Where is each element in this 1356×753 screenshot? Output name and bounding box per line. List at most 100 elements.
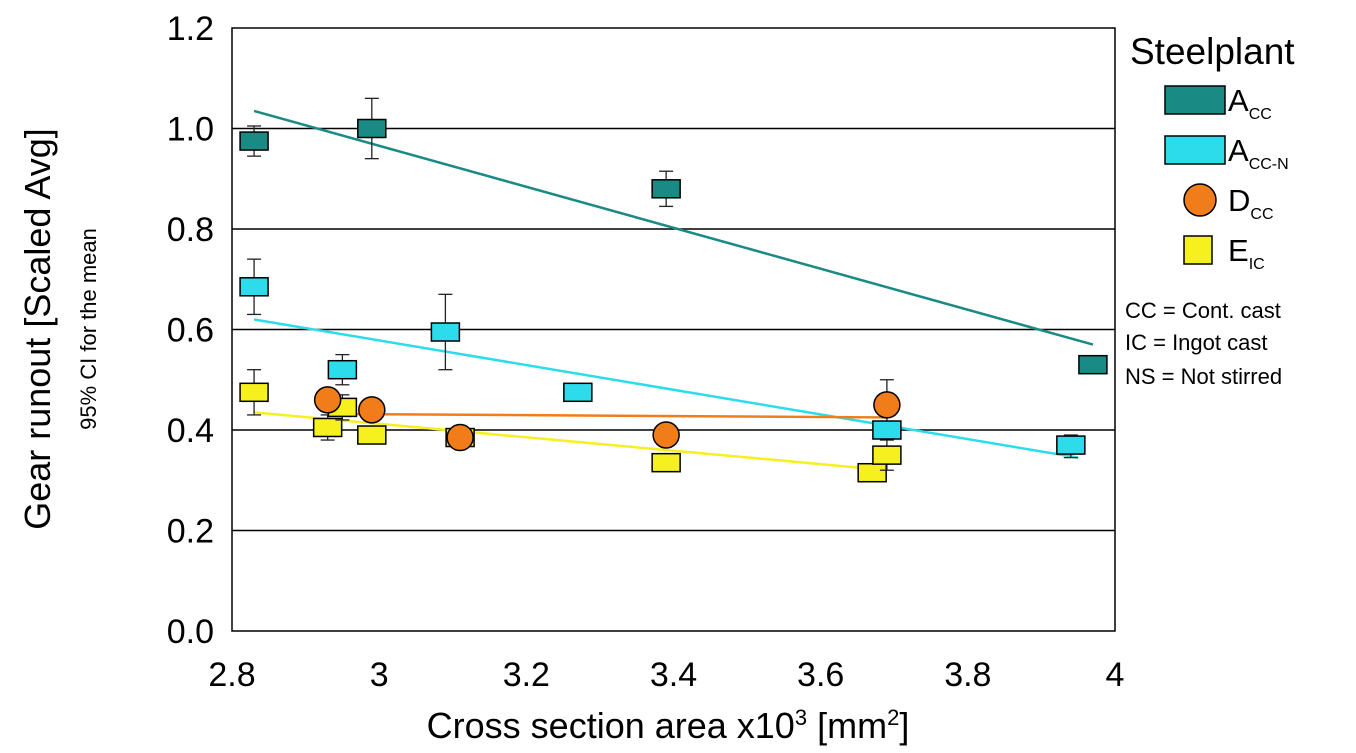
point-marker-square bbox=[651, 179, 681, 199]
legend-marker-square bbox=[1183, 235, 1213, 265]
y-tick-label: 0.6 bbox=[167, 312, 214, 350]
y-tick-label: 1.2 bbox=[167, 10, 214, 48]
data-point-a-cc-n bbox=[563, 382, 593, 403]
legend-label: ACC-N bbox=[1228, 133, 1289, 173]
y-tick-label: 0.8 bbox=[167, 211, 214, 249]
legend-note-ns: NS = Not stirred bbox=[1125, 364, 1282, 389]
legend-item-e-ic: EIC bbox=[1183, 233, 1265, 273]
legend-label-main: D bbox=[1228, 183, 1250, 218]
x-tick-label: 4 bbox=[1106, 656, 1125, 694]
data-point-e-ic bbox=[651, 452, 681, 473]
legend-note-cc: CC = Cont. cast bbox=[1125, 298, 1281, 323]
legend-item-a-cc-n: ACC-N bbox=[1164, 133, 1289, 173]
x-tick-label: 3.8 bbox=[944, 656, 991, 694]
point-marker-square bbox=[357, 118, 387, 139]
point-marker-circle bbox=[446, 423, 474, 452]
trend-line-a-cc bbox=[253, 109, 1094, 346]
legend-item-a-cc: ACC bbox=[1164, 83, 1272, 123]
y-tick-label: 1.0 bbox=[167, 111, 214, 149]
point-marker-square bbox=[430, 322, 461, 342]
x-axis-title-unit: [mm bbox=[807, 705, 887, 746]
y-tick-labels: 0.0 0.2 0.4 0.6 0.8 1.0 1.2 bbox=[167, 10, 214, 651]
data-points bbox=[239, 97, 1108, 483]
trend-lines bbox=[253, 109, 1094, 472]
legend-label-subscript: CC bbox=[1249, 106, 1272, 123]
y-tick-label: 0.2 bbox=[167, 513, 214, 551]
legend-title: Steelplant bbox=[1130, 31, 1295, 72]
x-axis-title-sup1: 3 bbox=[795, 705, 807, 730]
plot-area-frame bbox=[231, 27, 1116, 632]
data-point-a-cc-n bbox=[1056, 434, 1086, 459]
data-point-a-cc bbox=[651, 170, 681, 208]
legend-label-main: E bbox=[1228, 233, 1249, 268]
trend-line-a-cc-n bbox=[253, 318, 1079, 459]
point-marker-circle bbox=[873, 391, 901, 419]
data-point-e-ic bbox=[357, 425, 387, 445]
trend-line-d-cc bbox=[327, 412, 887, 419]
data-point-d-cc bbox=[873, 379, 901, 429]
point-marker-square bbox=[1078, 354, 1108, 375]
legend-label: ACC bbox=[1228, 83, 1272, 123]
x-axis-title-text: Cross section area x10 bbox=[427, 705, 795, 746]
x-axis-title-sup2: 2 bbox=[887, 705, 899, 730]
data-point-a-cc bbox=[239, 125, 269, 157]
data-point-d-cc bbox=[358, 396, 386, 424]
point-marker-square bbox=[239, 131, 269, 151]
point-marker-square bbox=[857, 462, 887, 483]
legend-label: EIC bbox=[1228, 233, 1265, 273]
data-point-e-ic bbox=[312, 414, 343, 441]
data-point-d-cc bbox=[446, 423, 474, 452]
x-tick-label: 2.8 bbox=[208, 656, 255, 694]
x-axis-title-end: ] bbox=[899, 705, 909, 746]
data-point-a-cc-n bbox=[327, 353, 358, 386]
point-marker-square bbox=[872, 445, 902, 465]
y-axis-title: Gear runout [Scaled Avg] bbox=[17, 128, 58, 530]
legend-marker-square bbox=[1164, 85, 1226, 115]
data-point-e-ic bbox=[872, 439, 902, 471]
point-marker-square bbox=[312, 417, 343, 438]
legend-note-ic: IC = Ingot cast bbox=[1125, 330, 1267, 355]
legend-label-subscript: IC bbox=[1249, 256, 1265, 273]
trend-line-e-ic bbox=[253, 411, 888, 472]
x-axis-title: Cross section area x103 [mm2] bbox=[427, 705, 910, 746]
x-tick-label: 3.2 bbox=[503, 656, 550, 694]
data-point-a-cc bbox=[1078, 354, 1108, 375]
point-marker-square bbox=[239, 382, 269, 403]
legend-item-d-cc: DCC bbox=[1183, 183, 1274, 223]
data-point-e-ic bbox=[239, 369, 269, 416]
point-marker-square bbox=[1056, 435, 1086, 455]
legend-label-main: A bbox=[1228, 83, 1249, 118]
point-marker-square bbox=[651, 452, 681, 473]
legend-label-subscript: CC-N bbox=[1249, 156, 1289, 173]
legend-label: DCC bbox=[1228, 183, 1274, 223]
data-point-a-cc-n bbox=[872, 420, 902, 440]
legend-marker-circle bbox=[1183, 183, 1217, 217]
point-marker-square bbox=[357, 425, 387, 445]
point-marker-circle bbox=[313, 386, 342, 414]
point-marker-circle bbox=[358, 396, 386, 424]
x-tick-label: 3 bbox=[370, 656, 389, 694]
y-axis-subtitle: 95% CI for the mean bbox=[76, 228, 101, 430]
point-marker-circle bbox=[652, 421, 680, 449]
y-tick-label: 0.4 bbox=[167, 412, 214, 450]
y-tick-label: 0.0 bbox=[167, 613, 214, 651]
x-tick-label: 3.6 bbox=[797, 656, 844, 694]
legend-label-main: A bbox=[1228, 133, 1249, 168]
data-point-a-cc-n bbox=[430, 293, 461, 371]
data-point-d-cc bbox=[652, 421, 680, 449]
data-point-a-cc bbox=[357, 97, 387, 160]
data-point-d-cc bbox=[313, 386, 342, 414]
legend-marker-square bbox=[1164, 135, 1226, 165]
x-tick-label: 3.4 bbox=[650, 656, 697, 694]
point-marker-square bbox=[239, 277, 269, 297]
x-tick-labels: 2.8 3 3.2 3.4 3.6 3.8 4 bbox=[208, 656, 1124, 694]
point-marker-square bbox=[327, 359, 358, 380]
point-marker-square bbox=[563, 382, 593, 403]
point-marker-square bbox=[872, 420, 902, 440]
data-point-a-cc-n bbox=[239, 258, 269, 316]
data-point-e-ic bbox=[857, 462, 887, 483]
legend-label-subscript: CC bbox=[1250, 206, 1273, 223]
